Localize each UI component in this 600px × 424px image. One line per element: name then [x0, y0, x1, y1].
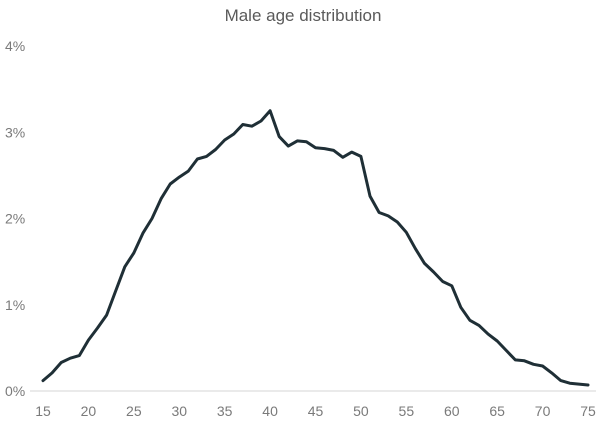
x-tick-label: 75	[580, 403, 596, 419]
x-tick-label: 45	[308, 403, 324, 419]
x-tick-label: 15	[35, 403, 51, 419]
y-tick-label: 1%	[5, 297, 25, 313]
y-tick-label: 0%	[5, 383, 25, 399]
x-tick-label: 40	[262, 403, 278, 419]
y-tick-label: 4%	[5, 38, 25, 54]
x-tick-label: 30	[171, 403, 187, 419]
y-tick-label: 3%	[5, 124, 25, 140]
y-tick-label: 2%	[5, 211, 25, 227]
x-tick-label: 20	[81, 403, 97, 419]
x-tick-label: 35	[217, 403, 233, 419]
series-line	[41, 109, 590, 387]
x-tick-label: 55	[399, 403, 415, 419]
x-tick-label: 50	[353, 403, 369, 419]
x-tick-label: 65	[489, 403, 505, 419]
x-tick-label: 70	[535, 403, 551, 419]
x-tick-label: 60	[444, 403, 460, 419]
x-tick-label: 25	[126, 403, 142, 419]
chart-title: Male age distribution	[224, 6, 382, 25]
